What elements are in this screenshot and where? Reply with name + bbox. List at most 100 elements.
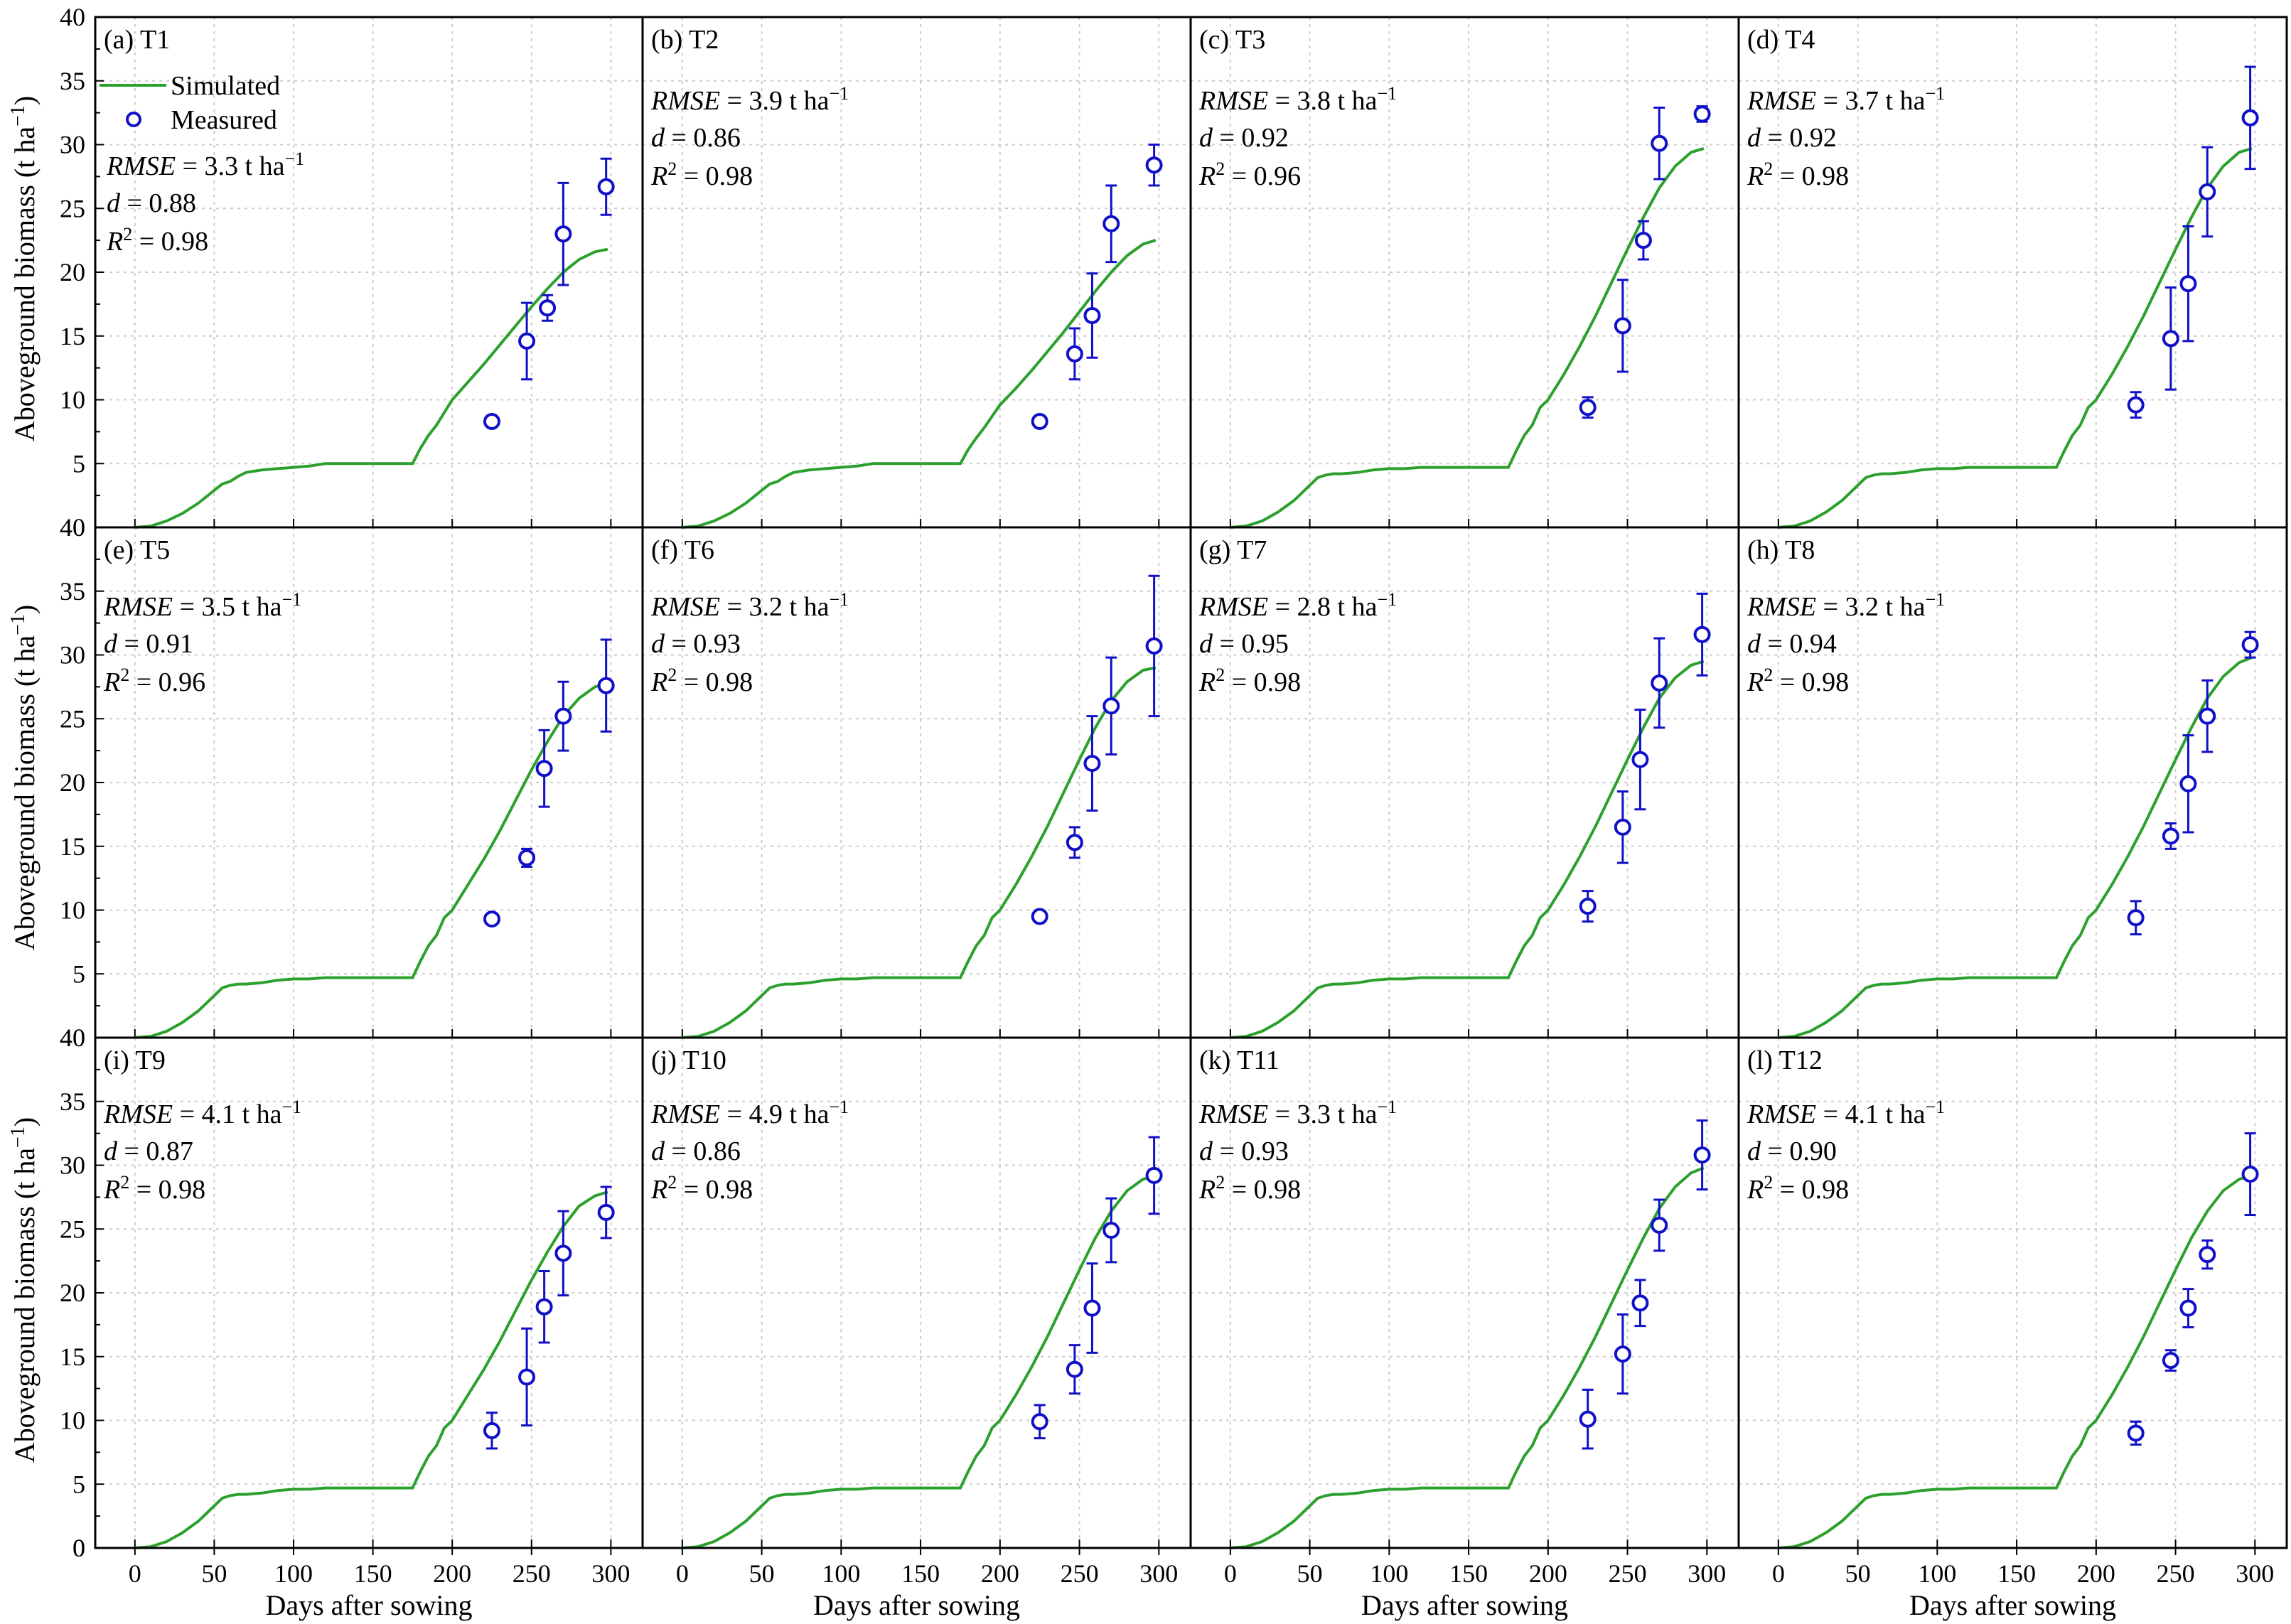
rmse-text: RMSE = 3.5 t ha−1: [103, 589, 301, 622]
measured-point: [539, 299, 557, 317]
measured-point: [2199, 1246, 2216, 1264]
d-text: d = 0.93: [651, 629, 741, 659]
measured-point: [483, 1421, 500, 1439]
panel-label: (k) T11: [1199, 1045, 1279, 1075]
simulated-line: [134, 682, 608, 1039]
r2-text: R2 = 0.98: [1747, 1172, 1849, 1205]
x-tick-label: 0: [676, 1559, 689, 1588]
d-text: d = 0.90: [1747, 1136, 1837, 1166]
simulated-line: [1778, 1173, 2253, 1549]
simulated-line: [1778, 146, 2253, 529]
measured-point: [1651, 674, 1668, 692]
x-tick-label: 100: [822, 1559, 860, 1588]
x-tick-label: 150: [1997, 1559, 2036, 1588]
x-tick-label: 250: [513, 1559, 551, 1588]
x-tick-label: 100: [274, 1559, 313, 1588]
d-text: d = 0.93: [1199, 1136, 1289, 1166]
measured-point: [1066, 345, 1083, 362]
measured-point: [518, 849, 536, 866]
panel-2: (b) T2 RMSE = 3.9 t ha−1 d = 0.86 R2 = 0.98: [643, 16, 1191, 529]
y-tick-label: 25: [60, 704, 85, 733]
panel-4: (d) T4 RMSE = 3.7 t ha−1 d = 0.92 R2 = 0.98: [1739, 16, 2287, 529]
rmse-text: RMSE = 2.8 t ha−1: [1198, 589, 1397, 622]
panel-6: (f) T6 RMSE = 3.2 t ha−1 d = 0.93 R2 = 0.98: [643, 527, 1191, 1039]
measured-point: [1693, 105, 1711, 123]
x-tick-label: 150: [354, 1559, 392, 1588]
measured-point: [1083, 1299, 1101, 1317]
rmse-text: RMSE = 3.2 t ha−1: [650, 589, 849, 622]
x-tick-label: 0: [1772, 1559, 1785, 1588]
rmse-text: RMSE = 4.1 t ha−1: [103, 1097, 301, 1129]
panel-1: 5 10 15 20 25 30 35 40 (a) T1 RMSE = 3.3 t ha−1 d …: [60, 3, 643, 529]
y-tick-label: 0: [73, 1534, 85, 1562]
simulated-line: [1230, 660, 1705, 1039]
y-tick-label: 15: [60, 832, 85, 861]
y-tick-label: 40: [60, 3, 85, 31]
measured-point: [554, 1244, 572, 1262]
x-tick-label: 300: [1139, 1559, 1178, 1588]
rmse-text: RMSE = 4.9 t ha−1: [650, 1097, 849, 1129]
x-tick-label: 50: [749, 1559, 775, 1588]
measured-point: [2199, 707, 2216, 725]
measured-point: [1579, 399, 1597, 416]
x-tick-label: 100: [1370, 1559, 1408, 1588]
measured-point: [1693, 625, 1711, 643]
y-tick-label: 5: [73, 449, 85, 478]
r2-text: R2 = 0.98: [650, 665, 753, 697]
y-tick-label: 30: [60, 131, 85, 159]
r2-text: R2 = 0.96: [103, 665, 205, 697]
r2-text: R2 = 0.98: [650, 1172, 753, 1205]
measured-point: [2199, 183, 2216, 200]
x-tick-label: 250: [1061, 1559, 1099, 1588]
y-tick-label: 20: [60, 258, 85, 286]
rmse-text: RMSE = 4.1 t ha−1: [1747, 1097, 1945, 1129]
simulated-line: [1230, 146, 1705, 529]
panel-11: (k) T11 RMSE = 3.3 t ha−1 d = 0.93 R2 = 0.9…: [1191, 1037, 1739, 1621]
measured-point: [1145, 156, 1163, 174]
measured-point: [2179, 775, 2197, 792]
y-tick-label: 20: [60, 1279, 85, 1307]
y-tick-label: 35: [60, 1087, 85, 1116]
x-tick-label: 100: [1918, 1559, 1956, 1588]
rmse-text: RMSE = 3.3 t ha−1: [1198, 1097, 1397, 1129]
legend: Simulated Measured: [100, 71, 280, 135]
measured-point: [1579, 898, 1597, 915]
y-tick-label: 10: [60, 896, 85, 925]
measured-point: [2127, 396, 2145, 414]
simulated-line: [682, 239, 1157, 529]
x-tick-label: 50: [1845, 1559, 1871, 1588]
y-tick-label: 40: [60, 1023, 85, 1052]
x-tick-label: 250: [1609, 1559, 1647, 1588]
y-tick-label-row-join: 40: [60, 513, 85, 542]
measured-point: [1066, 1360, 1083, 1378]
panel-label: (c) T3: [1199, 25, 1265, 55]
panel-9: 0 5 10 15 20 25 30 35 40 (i) T9 RMSE = 4.1 t ha−1 d…: [60, 1023, 643, 1621]
legend-simulated-label: Simulated: [171, 71, 280, 101]
y-tick-label: 30: [60, 1151, 85, 1180]
r2-text: R2 = 0.98: [1747, 665, 1849, 697]
measured-point: [2127, 1424, 2145, 1442]
y-tick-label: 35: [60, 577, 85, 606]
x-axis-title: Days after sowing: [1909, 1589, 2116, 1621]
x-tick-label: 300: [591, 1559, 630, 1588]
y-tick-label: 5: [73, 1470, 85, 1498]
d-text: d = 0.87: [104, 1136, 193, 1166]
measured-point: [1631, 751, 1649, 768]
rmse-text: RMSE = 3.9 t ha−1: [650, 83, 849, 116]
measured-point: [1031, 1413, 1048, 1431]
measured-point: [1145, 637, 1163, 655]
x-tick-label: 200: [981, 1559, 1019, 1588]
measured-point: [2241, 109, 2259, 127]
measured-point: [1614, 818, 1631, 836]
measured-point: [554, 707, 572, 725]
panel-12: (l) T12 RMSE = 4.1 t ha−1 d = 0.90 R2 = 0.9…: [1739, 1037, 2287, 1621]
panel-7: (g) T7 RMSE = 2.8 t ha−1 d = 0.95 R2 = 0.98: [1191, 527, 1739, 1039]
measured-point: [2162, 330, 2179, 348]
measured-point: [1066, 834, 1083, 851]
y-tick-label: 5: [73, 959, 85, 988]
legend-measured-marker: [126, 112, 141, 127]
x-tick-label: 0: [1224, 1559, 1237, 1588]
measured-point: [1145, 1166, 1163, 1184]
x-tick-label: 150: [1449, 1559, 1488, 1588]
measured-point: [2179, 1299, 2197, 1317]
